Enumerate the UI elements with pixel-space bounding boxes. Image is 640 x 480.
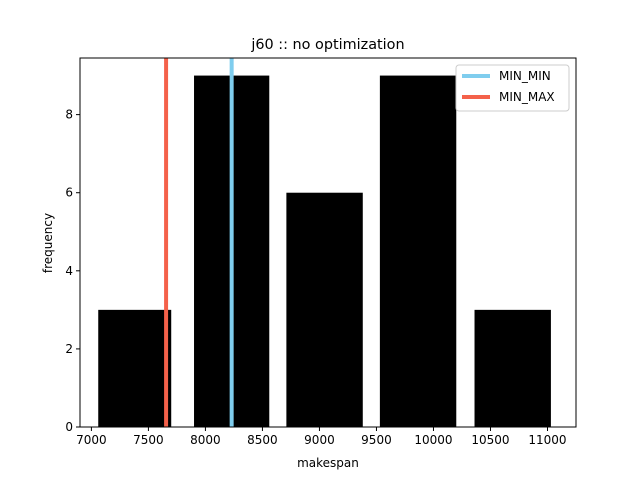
chart-title: j60 :: no optimization <box>250 37 404 53</box>
x-tick-label-9500: 9500 <box>361 433 392 447</box>
x-tick-label-11000: 11000 <box>528 433 566 447</box>
x-tick-label-7500: 7500 <box>133 433 164 447</box>
x-tick-label-8000: 8000 <box>190 433 221 447</box>
bars-group <box>98 75 551 428</box>
y-tick-label-8: 8 <box>65 108 73 122</box>
reference-lines-group <box>164 58 234 427</box>
y-tick-label-0: 0 <box>65 420 73 434</box>
legend-label-min-min: MIN_MIN <box>499 69 551 83</box>
plot-frame <box>79 57 577 428</box>
x-tick-label-10000: 10000 <box>414 433 452 447</box>
y-tick-label-4: 4 <box>65 264 73 278</box>
x-tick-label-10500: 10500 <box>471 433 509 447</box>
legend: MIN_MIN MIN_MAX <box>455 64 570 112</box>
legend-label-min-max: MIN_MAX <box>499 90 555 104</box>
y-axis-label: frequency <box>41 213 55 273</box>
x-axis-label: makespan <box>297 456 359 470</box>
histogram-bar-3 <box>286 192 363 427</box>
histogram-bar-4 <box>379 75 457 428</box>
y-tick-label-2: 2 <box>65 342 73 356</box>
y-tick-label-6: 6 <box>65 186 73 200</box>
histogram-bar-1 <box>98 309 172 427</box>
axes-group: 7000 7500 8000 8500 9000 9500 10000 10500 11000 0… <box>65 57 577 447</box>
x-tick-label-8500: 8500 <box>247 433 278 447</box>
x-tick-label-9000: 9000 <box>304 433 335 447</box>
x-tick-label-7000: 7000 <box>76 433 107 447</box>
histogram-bar-5 <box>474 309 551 427</box>
